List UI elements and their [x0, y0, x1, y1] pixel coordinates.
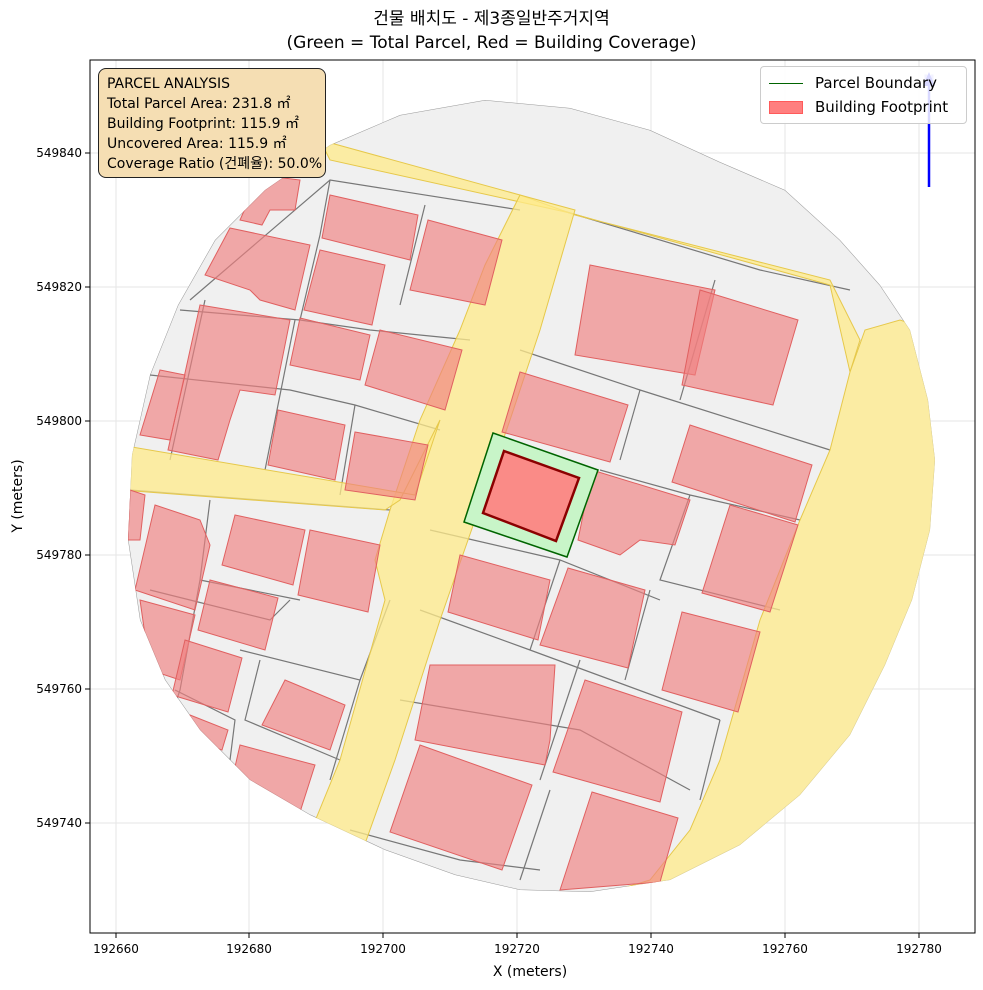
context-building — [139, 369, 186, 441]
context-building — [577, 469, 691, 556]
map-title: 건물 배치도 - 제3종일반주거지역 — [373, 9, 610, 29]
context-building — [289, 317, 371, 381]
context-building — [197, 579, 279, 651]
context-building — [204, 227, 311, 311]
building-footprint[interactable] — [481, 449, 581, 543]
context-building — [261, 679, 346, 751]
context-building — [447, 554, 551, 641]
context-building — [221, 514, 306, 586]
context-building — [552, 679, 683, 803]
info-coverage-ratio: Coverage Ratio (건폐율): 50.0% — [107, 156, 323, 172]
legend-label: Building Footprint — [815, 98, 949, 116]
context-building — [681, 289, 799, 406]
y-tick-label: 549820 — [36, 280, 82, 294]
x-tick-label: 192680 — [226, 942, 272, 956]
context-building — [671, 424, 813, 523]
context-building — [409, 219, 503, 306]
context-building — [167, 304, 291, 461]
x-tick-label: 192740 — [628, 942, 674, 956]
context-building — [171, 639, 243, 713]
y-tick-label: 549740 — [36, 816, 82, 830]
context-building — [539, 567, 646, 669]
plot-frame — [89, 59, 976, 934]
x-tick-label: 192660 — [93, 942, 139, 956]
context-building — [321, 194, 419, 261]
context-building — [414, 664, 556, 766]
x-tick-label: 192780 — [896, 942, 942, 956]
x-tick-label: 192700 — [360, 942, 406, 956]
legend-patch-swatch — [769, 100, 803, 114]
y-tick-label: 549840 — [36, 146, 82, 160]
x-tick-label: 192760 — [762, 942, 808, 956]
context-buildings — [128, 174, 813, 891]
x-axis-label: X (meters) — [493, 964, 567, 980]
context-building — [501, 371, 629, 463]
legend: Parcel Boundary Building Footprint — [760, 66, 967, 124]
context-building — [303, 249, 386, 326]
y-tick-labels: 549740 549760 549780 549800 549820 54984… — [36, 146, 82, 830]
context-building — [364, 329, 463, 411]
y-axis-label: Y (meters) — [10, 459, 26, 533]
context-building — [389, 744, 533, 871]
context-building — [661, 611, 761, 713]
info-heading: PARCEL ANALYSIS — [107, 76, 231, 92]
y-tick-label: 549760 — [36, 682, 82, 696]
legend-line-swatch — [769, 82, 803, 84]
axis-ticks — [85, 152, 920, 938]
info-uncovered-area: Uncovered Area: 115.9 ㎡ — [107, 136, 287, 152]
y-tick-label: 549780 — [36, 548, 82, 562]
context-building — [344, 431, 429, 501]
x-tick-label: 192720 — [494, 942, 540, 956]
x-tick-labels: 192660 192680 192700 192720 192740 19276… — [93, 942, 942, 956]
y-tick-label: 549800 — [36, 414, 82, 428]
legend-item-building: Building Footprint — [769, 97, 948, 117]
context-building — [297, 529, 381, 613]
context-building — [267, 409, 346, 481]
legend-item-parcel: Parcel Boundary — [769, 73, 937, 93]
map-subtitle: (Green = Total Parcel, Red = Building Co… — [286, 33, 697, 53]
context-building — [701, 504, 799, 613]
info-building-footprint: Building Footprint: 115.9 ㎡ — [107, 116, 300, 132]
info-total-area: Total Parcel Area: 231.8 ㎡ — [107, 96, 291, 112]
parcel-analysis-box: PARCEL ANALYSIS Total Parcel Area: 231.8… — [98, 68, 326, 178]
legend-label: Parcel Boundary — [815, 74, 938, 92]
